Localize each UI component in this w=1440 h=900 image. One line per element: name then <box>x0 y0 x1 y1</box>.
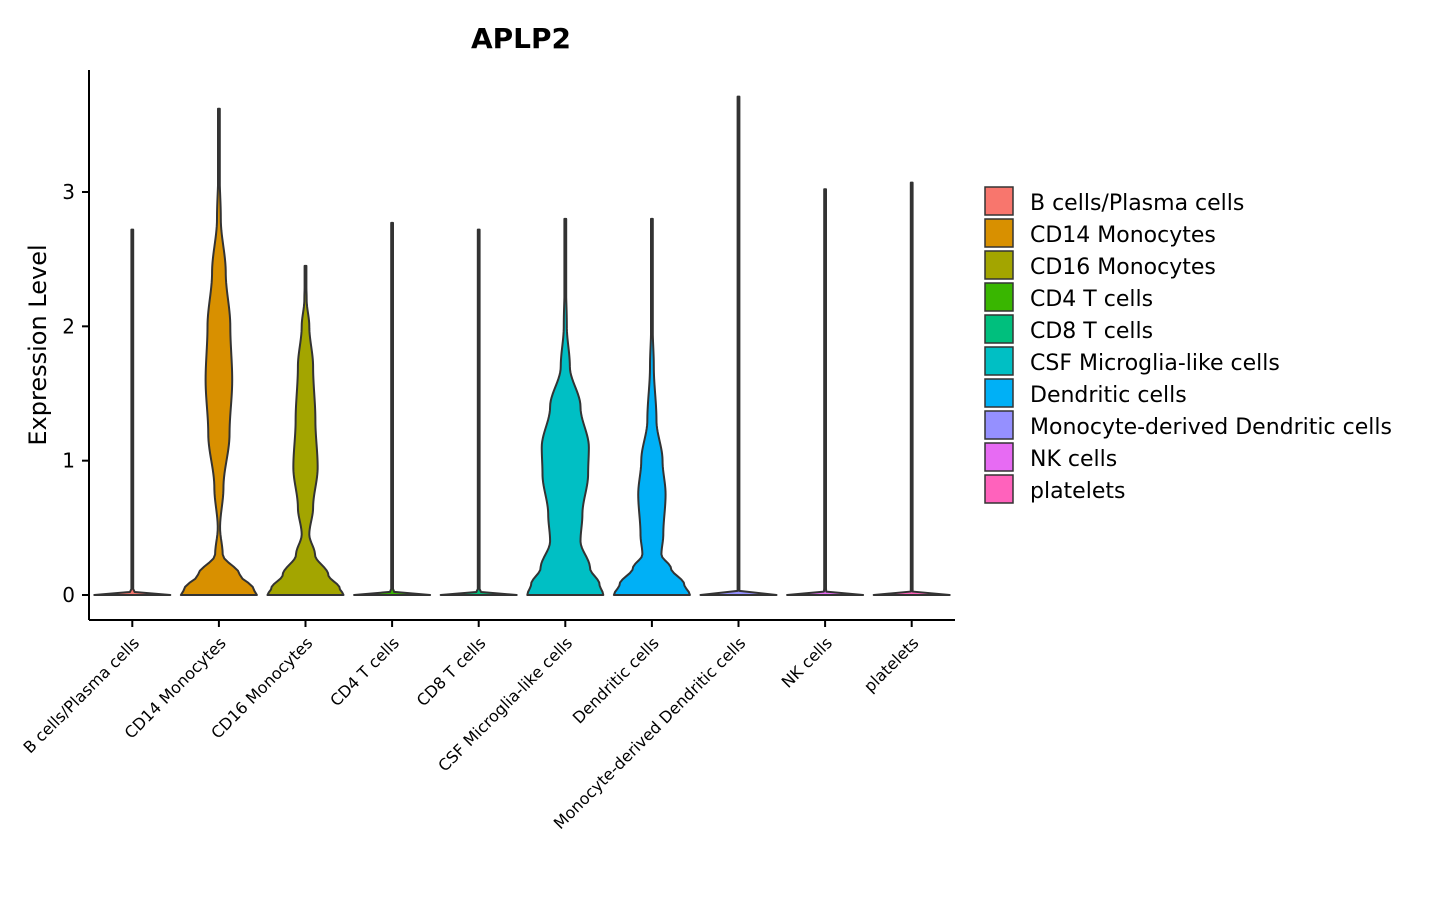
x-tick-label: CD8 T cells <box>413 633 490 710</box>
legend-swatch <box>984 314 1014 344</box>
legend-swatch <box>984 250 1014 280</box>
legend-swatch <box>984 378 1014 408</box>
x-tick-label: Dendritic cells <box>569 633 663 727</box>
y-tick-label: 0 <box>62 583 75 607</box>
y-tick-label: 1 <box>62 449 75 473</box>
violin-1 <box>179 107 258 596</box>
violin-5 <box>526 217 605 596</box>
legend-label: CD8 T cells <box>1030 319 1153 344</box>
legend-swatch <box>984 218 1014 248</box>
legend-swatch <box>984 282 1014 312</box>
x-tick-label: Monocyte-derived Dendritic cells <box>550 633 750 833</box>
legend: B cells/Plasma cells CD14 Monocytes CD16 M… <box>984 186 1392 504</box>
violin-8 <box>786 188 865 596</box>
x-tick-label: platelets <box>860 633 923 696</box>
legend-swatch <box>984 474 1014 504</box>
legend-swatch <box>984 410 1014 440</box>
legend-label: B cells/Plasma cells <box>1030 191 1244 216</box>
violin-9 <box>872 181 951 596</box>
legend-label: platelets <box>1030 479 1125 504</box>
legend-label: NK cells <box>1030 447 1117 472</box>
y-tick-label: 2 <box>62 314 75 338</box>
violin-2 <box>266 264 345 596</box>
legend-label: CSF Microglia-like cells <box>1030 351 1280 376</box>
x-tick-label: CD4 T cells <box>326 633 403 710</box>
legend-swatch <box>984 442 1014 472</box>
violin-4 <box>439 228 518 596</box>
x-tick-label: NK cells <box>778 633 836 691</box>
violin-3 <box>353 221 432 596</box>
legend-label: Dendritic cells <box>1030 383 1187 408</box>
legend-swatch <box>984 346 1014 376</box>
y-axis-label: Expression Level <box>24 244 52 445</box>
legend-swatch <box>984 186 1014 216</box>
violin-6 <box>612 217 691 596</box>
violins-group <box>93 95 951 596</box>
y-tick-label: 3 <box>62 180 75 204</box>
chart-title: APLP2 <box>471 22 571 55</box>
legend-label: CD4 T cells <box>1030 287 1153 312</box>
legend-label: CD14 Monocytes <box>1030 223 1216 248</box>
x-tick-label: B cells/Plasma cells <box>19 633 143 757</box>
violin-7 <box>699 95 778 596</box>
legend-label: Monocyte-derived Dendritic cells <box>1030 415 1392 440</box>
legend-label: CD16 Monocytes <box>1030 255 1216 280</box>
violin-0 <box>93 228 172 596</box>
